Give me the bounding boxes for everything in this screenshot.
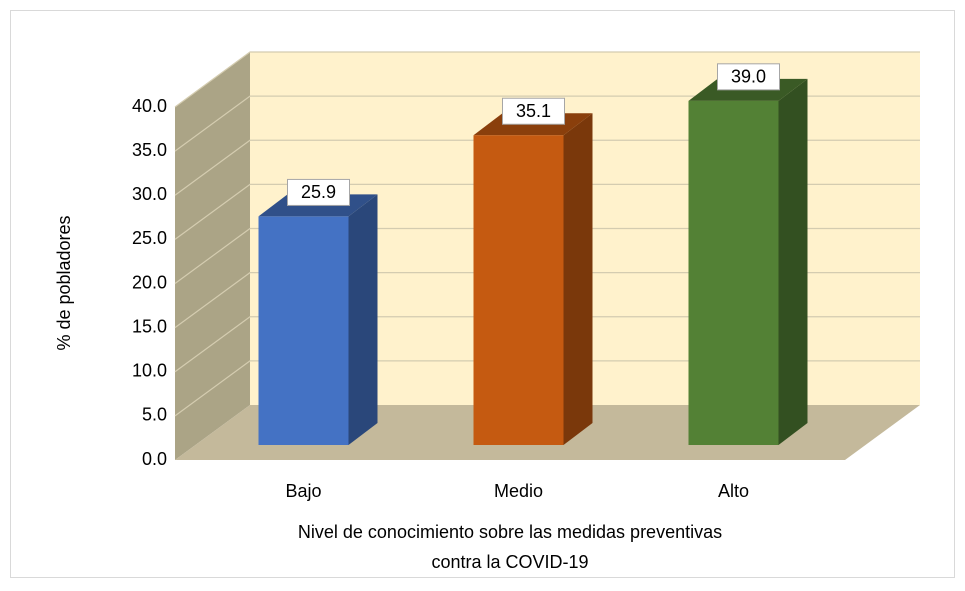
x-tick-label: Alto bbox=[718, 481, 749, 501]
x-axis-title: Nivel de conocimiento sobre las medidas … bbox=[298, 522, 722, 542]
value-label-box bbox=[717, 63, 780, 91]
bar bbox=[473, 135, 564, 445]
x-axis-title: contra la COVID-19 bbox=[431, 552, 588, 572]
y-tick-label: 30.0 bbox=[132, 184, 167, 204]
y-tick-label: 0.0 bbox=[142, 449, 167, 469]
y-axis-title: % de pobladores bbox=[54, 215, 74, 350]
x-tick-label: Bajo bbox=[285, 481, 321, 501]
y-tick-label: 5.0 bbox=[142, 405, 167, 425]
y-tick-label: 25.0 bbox=[132, 228, 167, 248]
grid-line bbox=[174, 51, 920, 108]
value-label-box bbox=[287, 178, 350, 206]
bar bbox=[258, 216, 349, 445]
y-tick-label: 35.0 bbox=[132, 140, 167, 160]
value-label: 39.0 bbox=[731, 67, 766, 87]
y-tick-label: 15.0 bbox=[132, 316, 167, 336]
bar-side bbox=[563, 113, 593, 446]
value-label-box bbox=[502, 97, 565, 125]
bar bbox=[688, 100, 779, 445]
bar-side bbox=[348, 194, 378, 445]
y-tick-label: 20.0 bbox=[132, 272, 167, 292]
y-tick-label: 10.0 bbox=[132, 361, 167, 381]
bar-side bbox=[778, 78, 808, 445]
y-tick-label: 40.0 bbox=[132, 96, 167, 116]
x-tick-label: Medio bbox=[494, 481, 543, 501]
value-label: 25.9 bbox=[301, 182, 336, 202]
value-label: 35.1 bbox=[516, 101, 551, 121]
